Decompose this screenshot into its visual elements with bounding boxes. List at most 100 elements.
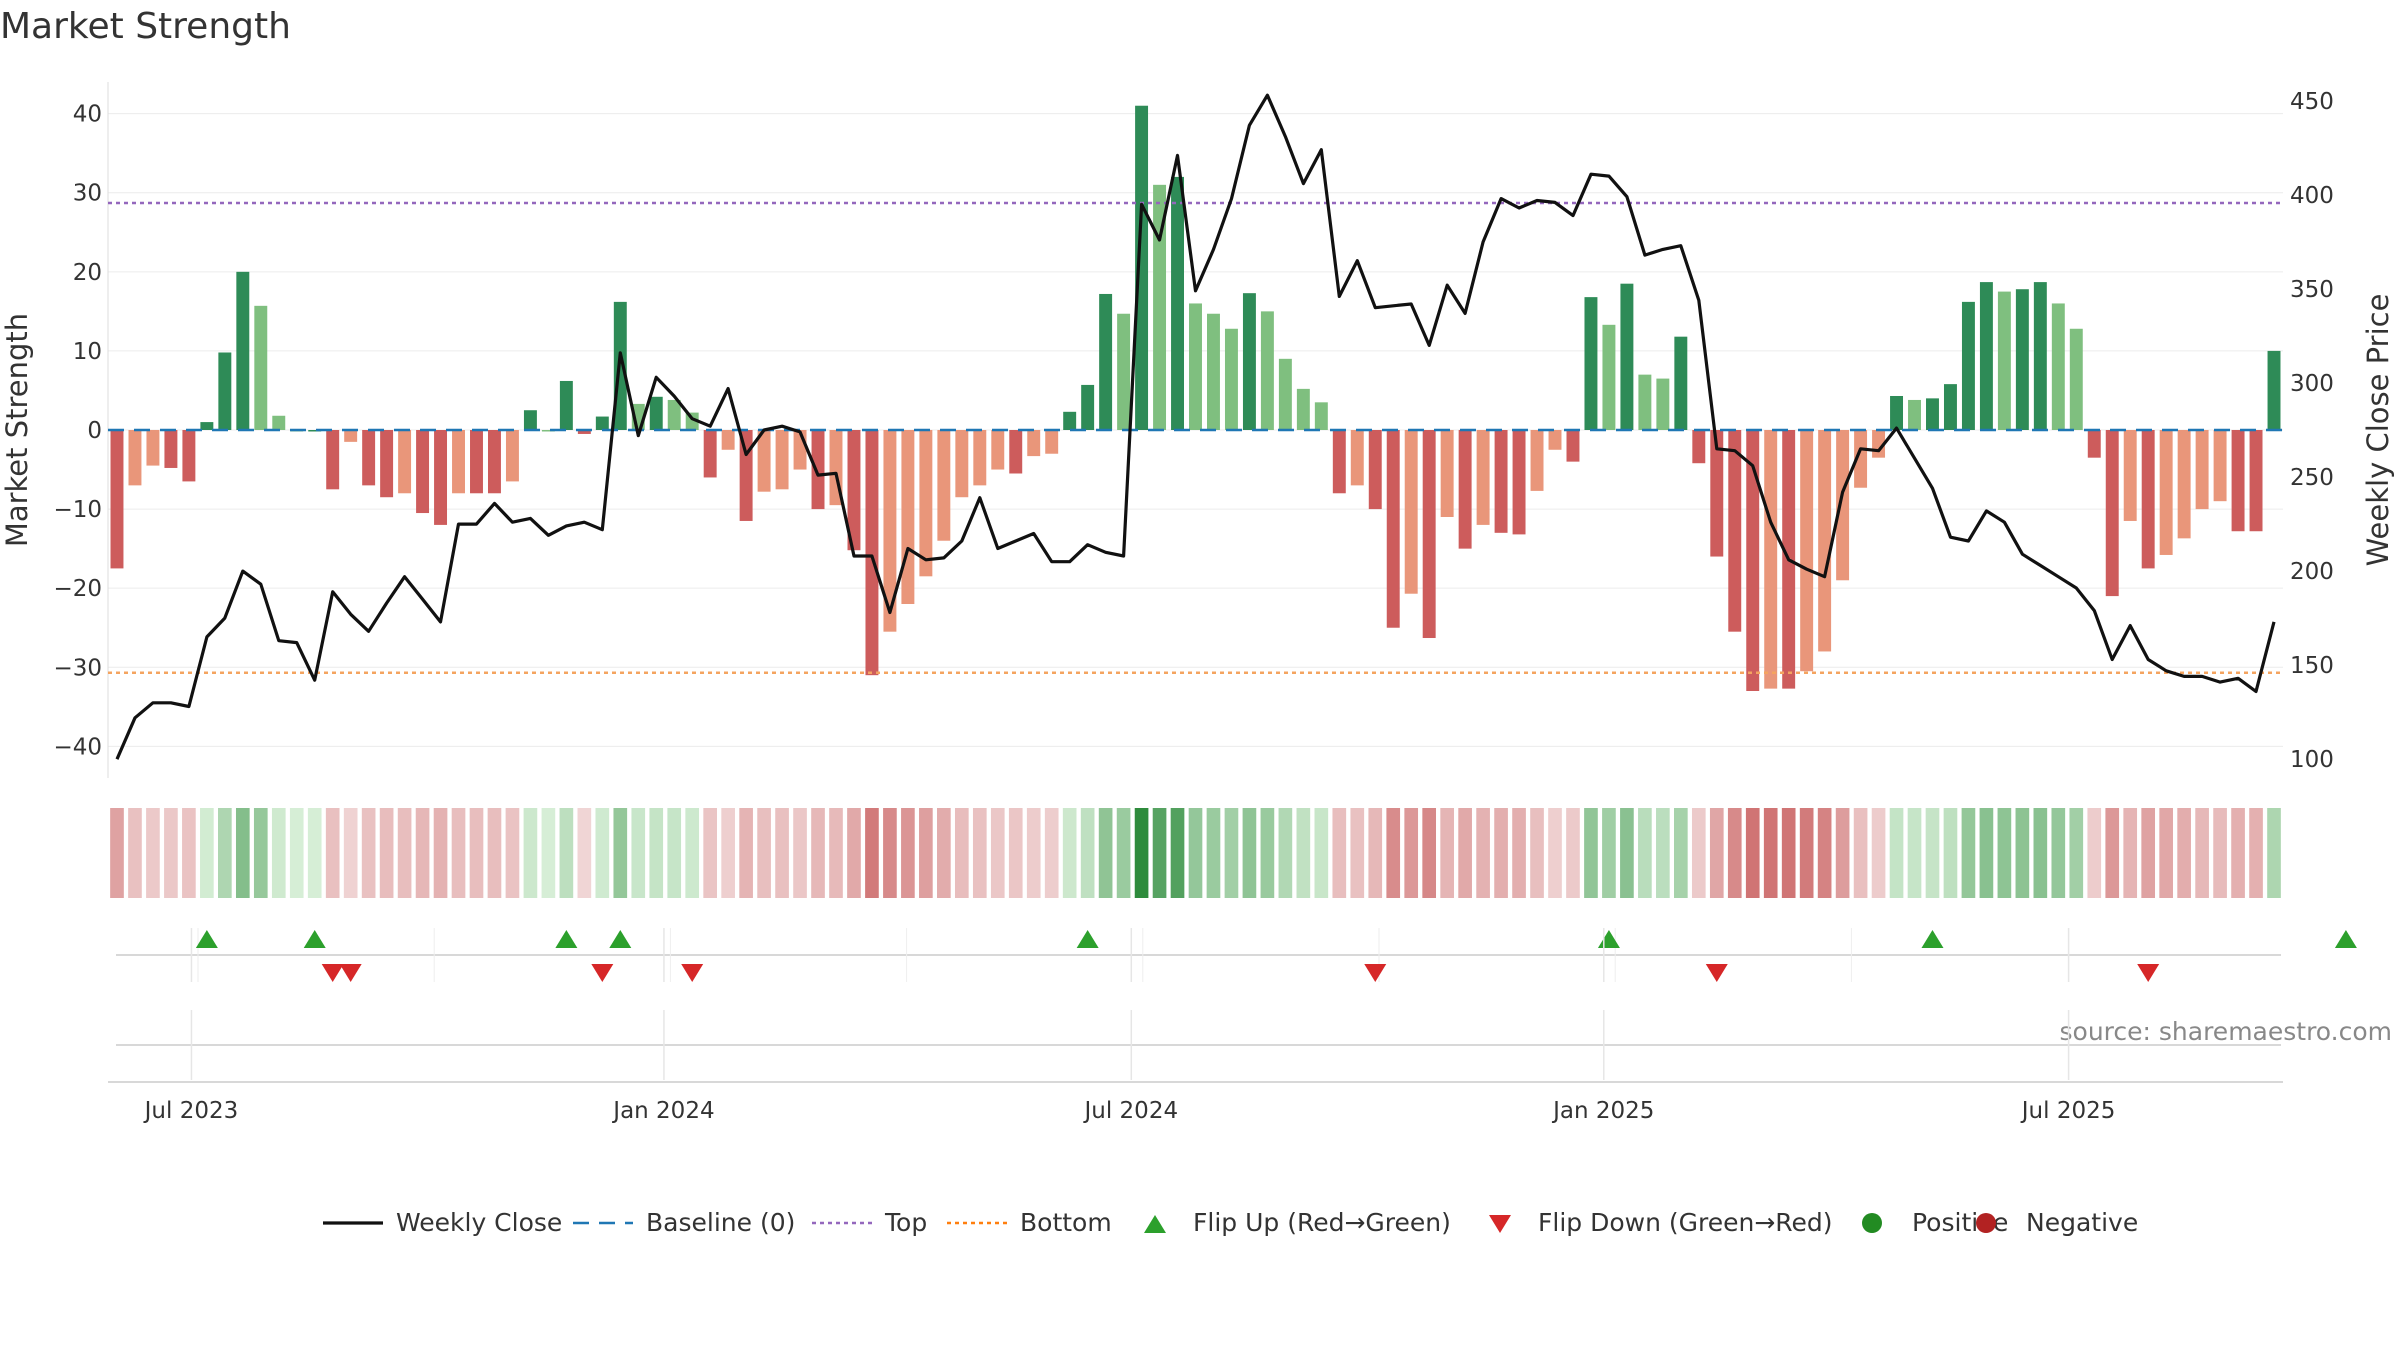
heat-cell [1961,808,1976,898]
legend-label: Flip Up (Red→Green) [1193,1208,1451,1237]
flip-up-marker [2334,930,2357,948]
strength-bar [1961,301,1975,430]
legend-label: Flip Down (Green→Red) [1538,1208,1833,1237]
heat-cell [1817,808,1832,898]
strength-bar [703,430,717,478]
strength-bar [1242,293,1256,430]
heat-cell [1404,808,1419,898]
strength-bar [973,430,987,486]
heat-cell [811,808,825,898]
flip-up-marker [555,930,578,948]
heat-cell [487,808,502,898]
strength-bar [2141,430,2155,569]
strength-bar [1512,430,1526,535]
strength-bar [326,430,340,490]
heat-cell [523,808,538,898]
heat-cell [433,808,448,898]
flip-down-marker [681,964,704,982]
heat-cell [2123,808,2138,898]
right-tick-label: 400 [2290,183,2334,209]
strength-bar [2195,430,2209,510]
strength-bar [398,430,412,494]
heat-cell [1745,808,1760,898]
heat-cell [1350,808,1365,898]
right-tick-label: 250 [2290,465,2334,491]
strength-bar [1135,105,1149,431]
heat-cell [793,808,807,898]
reference-lines [108,201,2283,675]
flip-down-marker [339,964,362,982]
flip-markers-panel [116,928,2357,982]
left-tick-label: 10 [73,339,102,365]
heat-cell [1296,808,1311,898]
left-tick-label: −20 [53,576,102,602]
strength-bar [146,430,160,466]
strength-bar [380,430,394,498]
flip-down-marker [591,964,614,982]
heat-cell [343,808,358,898]
x-tick-label: Jul 2023 [143,1098,239,1124]
strength-bar [757,430,771,492]
heat-cell [865,808,879,898]
heat-cell [2267,808,2281,898]
heat-cell [271,808,286,898]
strength-bar [1566,430,1580,462]
heat-cell [1997,808,2012,898]
heat-cell [2105,808,2120,898]
heat-cell [1638,808,1652,898]
strength-bar [308,430,322,432]
heat-cell [361,808,376,898]
flip-up-marker [1921,930,1944,948]
heat-cell [1691,808,1706,898]
flip-down-marker [1364,964,1387,982]
heat-cell [235,808,250,898]
heat-cell [1512,808,1526,898]
heat-cell [1781,808,1796,898]
heat-cell [1044,808,1059,898]
heat-cell [451,808,466,898]
strength-bar [1692,430,1706,464]
heat-cell [1763,808,1778,898]
heat-cell [1152,808,1167,898]
heat-cell [541,808,556,898]
right-tick-label: 100 [2290,747,2334,773]
heat-cell [1602,808,1616,898]
strength-bar [416,430,430,514]
left-tick-label: −30 [53,655,102,681]
heat-cell [1278,808,1293,898]
x-tick-label: Jul 2024 [1082,1098,1178,1124]
heat-cell [1566,808,1580,898]
heat-cell [901,808,915,898]
strength-bar [1638,374,1652,430]
strength-bar [1260,311,1274,430]
strength-bar [1314,402,1328,430]
strength-bar [1189,303,1202,430]
heat-cell [307,808,322,898]
strength-bar [1800,430,1814,672]
heat-cell [2159,808,2173,898]
strength-bar [1656,378,1670,430]
strength-bar [2051,303,2065,430]
legend-circle-symbol [1862,1213,1882,1233]
strength-bar [1207,313,1220,430]
heat-cell [1134,808,1149,898]
strength-bar [1818,430,1832,652]
heat-cell [703,808,717,898]
heat-cell [2069,808,2084,898]
heat-cell [1386,808,1401,898]
strength-bar [2213,430,2227,502]
heat-cell [1727,808,1742,898]
heat-cell [2195,808,2209,898]
strength-bar [1674,336,1688,430]
heat-cell [1494,808,1508,898]
heat-cell [2015,808,2030,898]
heat-cell [505,808,520,898]
heat-cell [2033,808,2048,898]
flip-down-marker [321,964,344,982]
strength-bar [1476,430,1490,525]
strength-bar [1027,430,1041,457]
heat-cell [883,808,897,898]
strength-bar [2267,350,2281,430]
strength-bar [1009,430,1023,474]
left-y-axis: −40 −30 −20 −10 0 10 20 30 40 [53,102,102,761]
